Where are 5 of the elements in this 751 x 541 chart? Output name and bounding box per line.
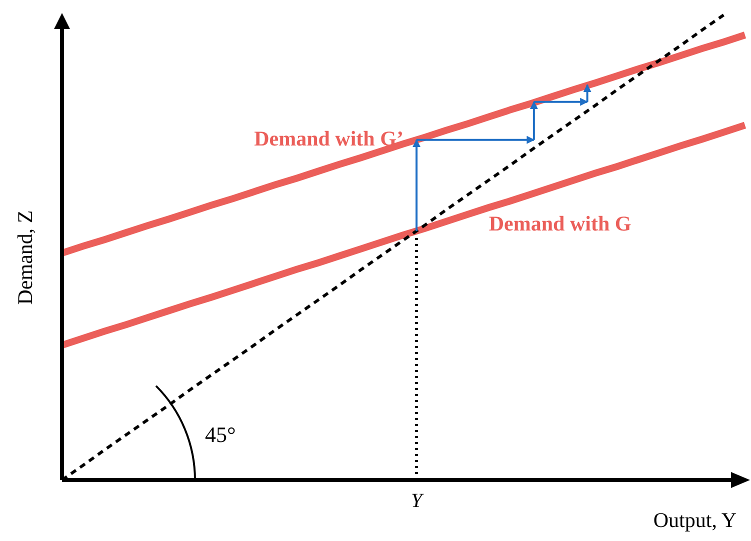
series-label: Demand with G [488, 212, 632, 236]
y-axis-title: Demand, Z [13, 210, 37, 305]
x-axis-title: Output, Y [653, 508, 737, 532]
annotation: 45° [205, 422, 236, 447]
text: Y [410, 490, 422, 512]
